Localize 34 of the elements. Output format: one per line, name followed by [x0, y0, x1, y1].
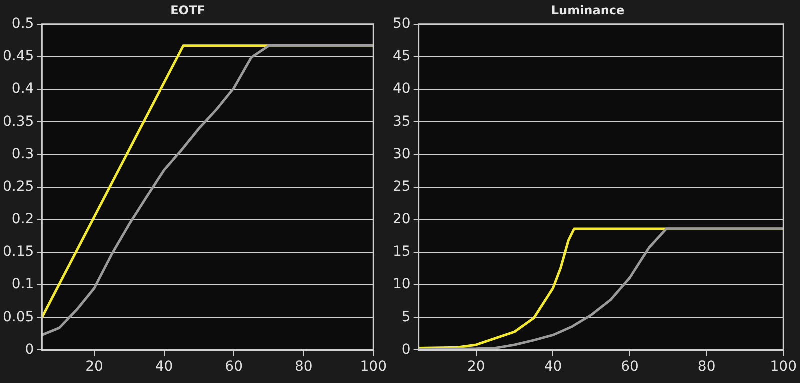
x-tick-label: 100	[770, 359, 798, 376]
y-tick-label: 0.1	[12, 276, 34, 293]
y-tick-label: 0.5	[12, 16, 34, 32]
x-tick-label: 40	[155, 359, 174, 376]
x-tick-label: 20	[86, 359, 104, 376]
y-tick-label: 0.3	[12, 146, 34, 162]
y-tick-label: 50	[392, 16, 411, 32]
x-tick-label: 80	[698, 359, 716, 376]
y-tick-label: 0.35	[3, 114, 34, 130]
y-tick-label: 15	[392, 244, 411, 260]
y-tick-label: 0.05	[3, 309, 34, 326]
y-tick-label: 40	[392, 81, 411, 98]
x-tick-label: 60	[621, 359, 639, 376]
x-tick-label: 100	[360, 359, 388, 376]
y-tick-label: 25	[392, 178, 411, 195]
chart-title: EOTF	[170, 3, 206, 18]
y-tick-label: 0.2	[12, 212, 34, 228]
y-tick-label: 0	[25, 342, 34, 358]
y-tick-label: 0.4	[12, 81, 34, 98]
x-tick-label: 20	[468, 359, 486, 376]
y-tick-label: 5	[402, 309, 411, 326]
y-tick-label: 45	[392, 48, 411, 65]
y-tick-label: 35	[392, 114, 411, 130]
x-tick-label: 40	[544, 359, 562, 376]
y-tick-label: 20	[392, 212, 411, 228]
y-tick-label: 0	[402, 342, 411, 358]
y-tick-label: 0.15	[3, 244, 34, 260]
y-tick-label: 0.25	[3, 178, 34, 195]
x-tick-label: 80	[294, 359, 313, 376]
y-tick-label: 0.45	[3, 48, 34, 65]
x-tick-label: 60	[225, 359, 243, 376]
y-tick-label: 30	[392, 146, 411, 162]
chart-title: Luminance	[551, 3, 625, 18]
y-tick-label: 10	[392, 276, 411, 293]
